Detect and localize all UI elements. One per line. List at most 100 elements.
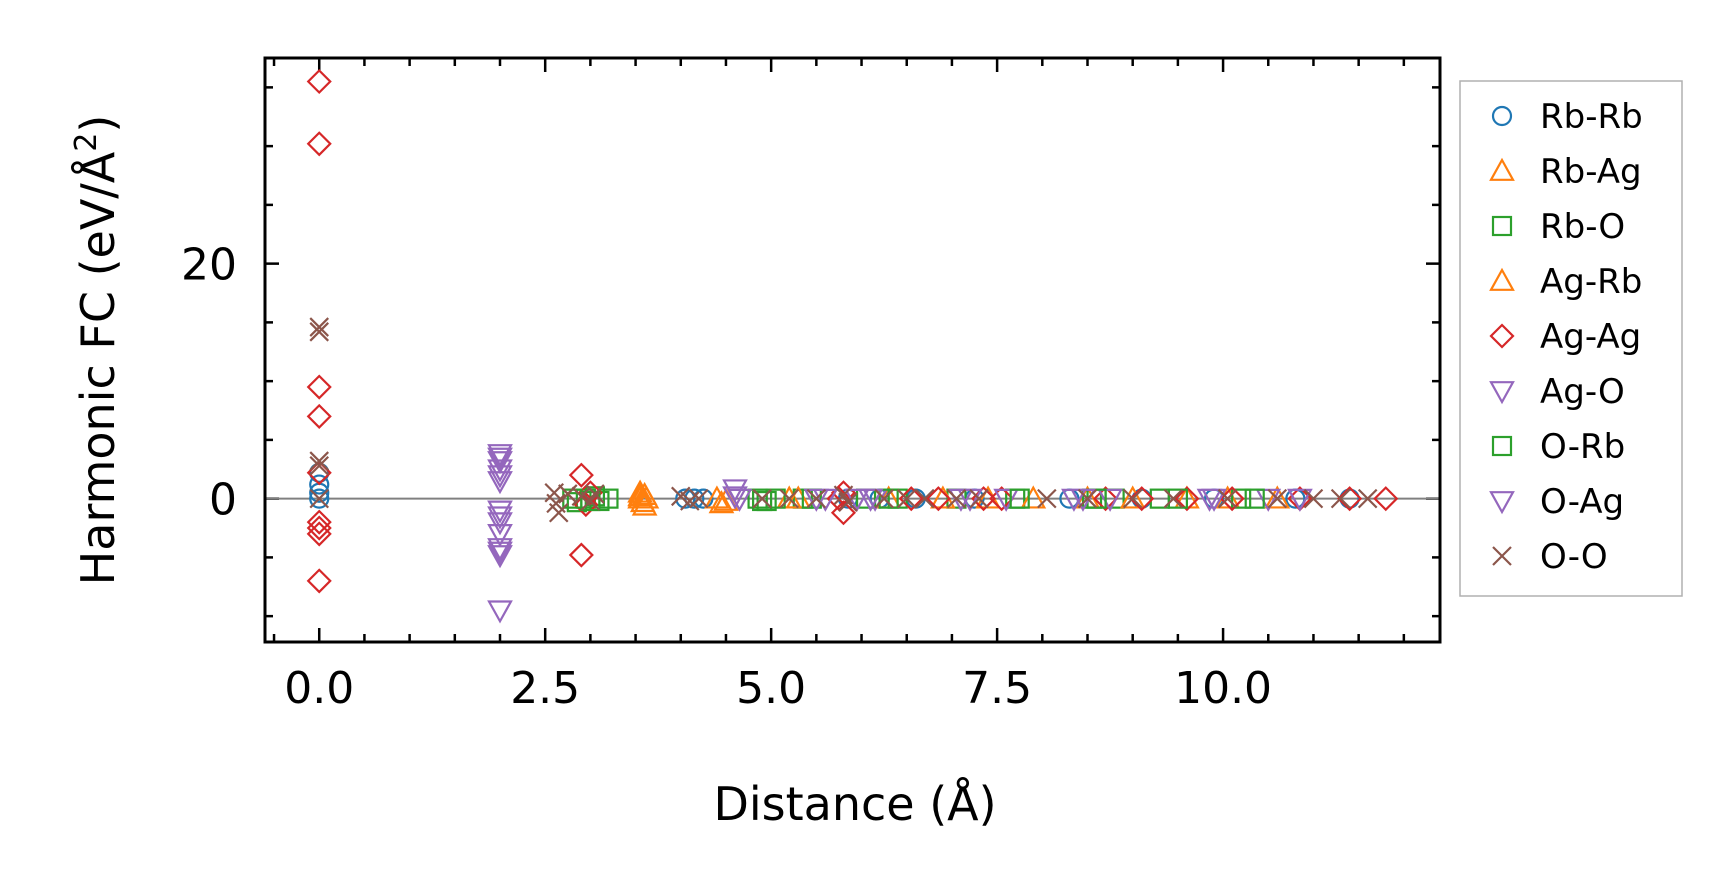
data-point xyxy=(487,545,513,569)
data-point xyxy=(1037,488,1057,509)
data-point xyxy=(487,541,513,565)
legend-label: O-O xyxy=(1540,537,1608,577)
data-point xyxy=(1267,488,1288,509)
data-point xyxy=(1093,486,1119,512)
data-point xyxy=(708,490,735,514)
data-point xyxy=(1330,488,1351,509)
y-axis-label-close: ) xyxy=(71,115,125,133)
data-point xyxy=(306,131,332,157)
data-point xyxy=(577,480,603,506)
data-point xyxy=(309,474,330,495)
data-point xyxy=(585,484,605,504)
data-point xyxy=(670,486,691,507)
y-axis-label-superscript: 2 xyxy=(69,133,104,152)
data-point xyxy=(627,479,653,503)
data-point xyxy=(752,488,772,509)
data-point xyxy=(631,481,658,506)
data-point xyxy=(826,486,852,512)
legend-label: Ag-Ag xyxy=(1540,317,1641,357)
data-point xyxy=(1174,486,1200,512)
data-point xyxy=(306,509,332,535)
series-Ag-Ag xyxy=(306,68,1399,594)
legend-marker xyxy=(1489,323,1515,349)
data-point xyxy=(306,374,332,400)
data-point xyxy=(726,488,753,512)
data-point xyxy=(689,488,709,509)
data-point xyxy=(693,488,714,509)
legend-label: Rb-O xyxy=(1540,207,1625,247)
data-point xyxy=(1167,488,1188,509)
data-point xyxy=(306,521,332,547)
data-point xyxy=(1009,488,1030,509)
y-axis-label-main: Harmonic FC (eV/Å xyxy=(71,151,125,585)
legend-label: Ag-Rb xyxy=(1540,262,1642,302)
legend-marker xyxy=(1489,267,1515,291)
data-point xyxy=(309,462,330,483)
legend-label: Rb-Ag xyxy=(1540,152,1642,192)
data-point xyxy=(765,488,786,509)
data-point xyxy=(838,492,858,512)
x-tick-label: 2.5 xyxy=(510,663,580,714)
data-point xyxy=(309,317,330,337)
data-point xyxy=(309,322,330,342)
data-point xyxy=(1201,488,1227,512)
data-point xyxy=(925,486,951,512)
data-point xyxy=(1122,488,1143,509)
data-point xyxy=(1163,488,1184,509)
data-point xyxy=(946,488,967,509)
legend-label: O-Rb xyxy=(1540,427,1625,467)
data-point xyxy=(779,488,800,509)
legend-marker xyxy=(1491,435,1513,457)
legend: Rb-Rb Rb-Ag Rb-O Ag-Rb Ag-Ag Ag-O O-Rb O-Ag O-O xyxy=(1459,80,1683,597)
data-point xyxy=(487,471,513,495)
data-point xyxy=(580,490,601,512)
series-Ag-Rb xyxy=(627,481,1291,511)
data-point xyxy=(487,512,513,536)
y-tick-label: 20 xyxy=(181,240,237,291)
data-point xyxy=(896,488,917,509)
data-point xyxy=(1129,486,1155,512)
data-point xyxy=(568,462,594,488)
x-tick-label: 5.0 xyxy=(736,663,806,714)
data-point xyxy=(1077,488,1098,509)
data-point xyxy=(1264,485,1291,509)
data-point xyxy=(1217,488,1238,509)
data-point xyxy=(915,488,935,509)
data-point xyxy=(1231,488,1252,509)
series-O-O xyxy=(309,317,1378,523)
x-tick-label: 10.0 xyxy=(1174,663,1272,714)
legend-marker xyxy=(1489,491,1515,515)
data-point xyxy=(309,488,330,509)
legend-marker xyxy=(1489,381,1515,405)
tick-labels: 0.0 2.5 5.0 7.5 10.0 0 20 xyxy=(181,240,1272,714)
data-point xyxy=(487,538,513,562)
legend-marker xyxy=(1492,546,1512,566)
data-point xyxy=(878,488,899,509)
data-point xyxy=(1373,486,1399,512)
data-point xyxy=(548,502,569,523)
data-point xyxy=(684,488,705,509)
data-point xyxy=(487,600,513,624)
legend-label: Ag-O xyxy=(1540,372,1625,412)
data-point xyxy=(487,444,513,468)
x-axis-label: Distance (Å) xyxy=(713,777,996,831)
data-point xyxy=(487,451,513,475)
data-point xyxy=(722,486,748,510)
data-point xyxy=(306,515,332,541)
series-O-Ag xyxy=(487,447,1227,565)
data-point xyxy=(874,488,894,509)
data-point xyxy=(989,486,1015,512)
x-tick-label: 0.0 xyxy=(284,663,354,714)
x-tick-label: 7.5 xyxy=(962,663,1032,714)
data-point xyxy=(1119,485,1146,509)
data-point xyxy=(487,506,513,530)
data-point xyxy=(1244,488,1265,509)
data-point xyxy=(1357,488,1378,509)
data-point xyxy=(306,68,332,95)
data-points xyxy=(306,68,1399,624)
data-point xyxy=(1337,486,1363,512)
data-point xyxy=(309,451,330,471)
data-point xyxy=(309,488,330,509)
y-tick-label: 0 xyxy=(209,475,237,526)
data-point xyxy=(830,500,857,526)
